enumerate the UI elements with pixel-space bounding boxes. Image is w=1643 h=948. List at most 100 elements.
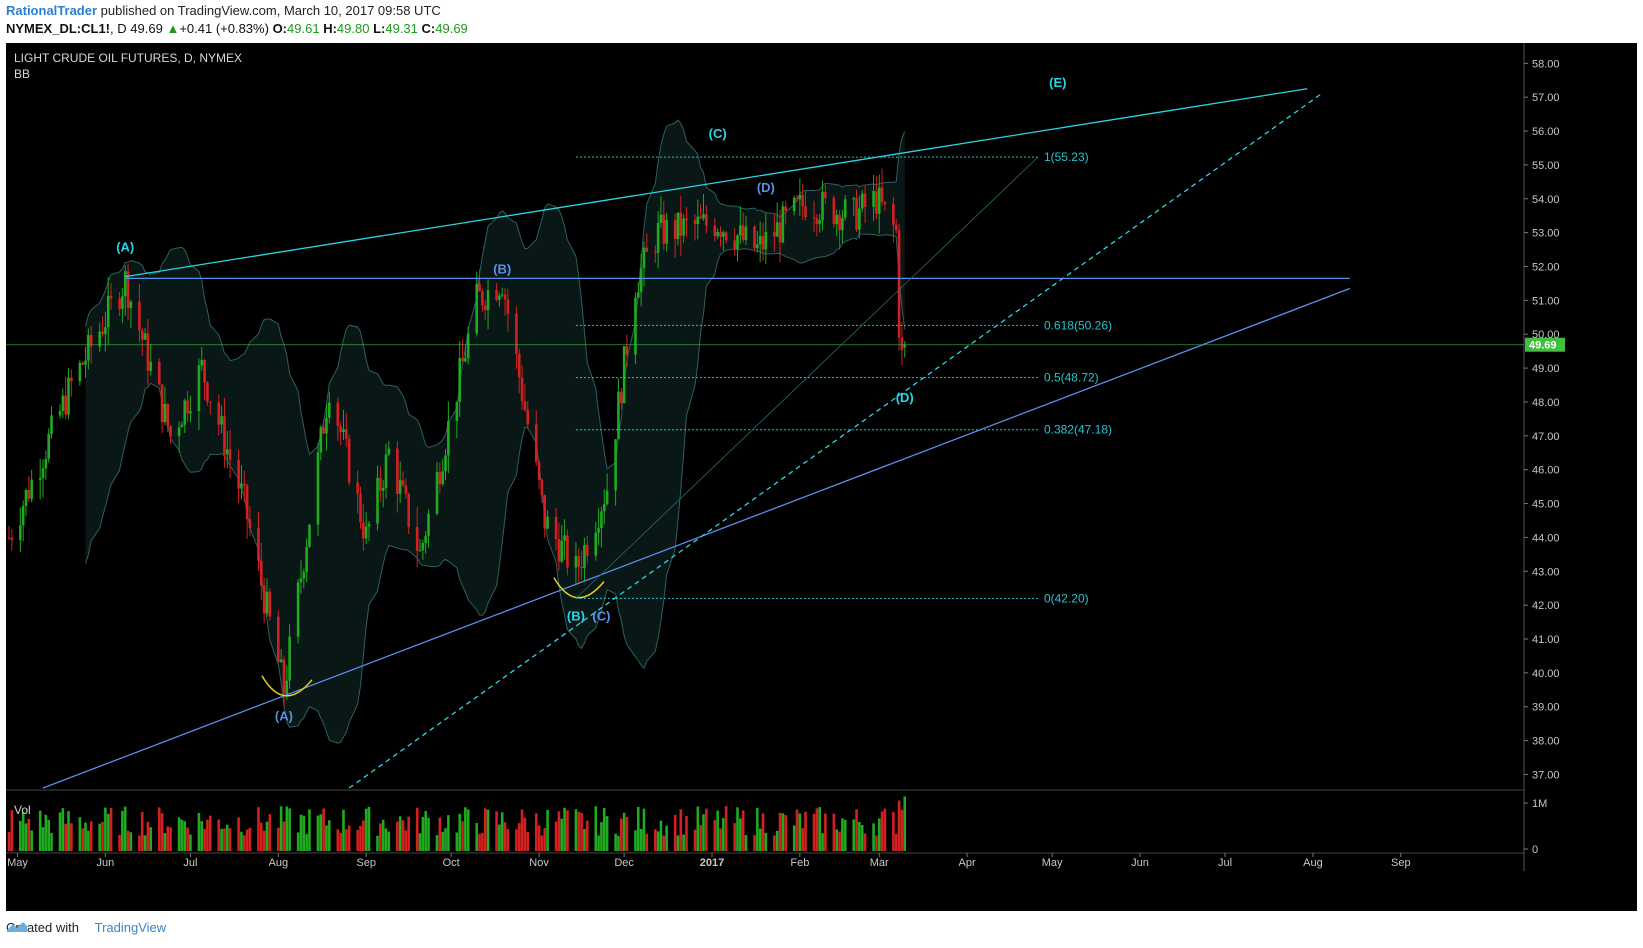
volume-bar — [537, 825, 541, 851]
candle — [693, 220, 697, 225]
volume-bar — [843, 819, 847, 851]
volume-bar — [614, 833, 617, 851]
low-value: 49.31 — [385, 21, 418, 36]
trendline-lower[interactable] — [42, 287, 1351, 789]
candle — [421, 543, 425, 551]
close-value: 49.69 — [435, 21, 468, 36]
candle — [461, 358, 464, 362]
volume-bar — [242, 835, 246, 851]
volume-bar — [722, 818, 725, 851]
candle — [764, 231, 768, 250]
candle — [169, 426, 172, 437]
volume-bar — [240, 831, 243, 851]
candle — [900, 337, 904, 351]
candle — [557, 539, 561, 562]
up-arrow-icon: ▲ — [166, 21, 180, 36]
volume-bar — [50, 832, 53, 851]
volume-bar — [506, 829, 510, 851]
volume-bar — [676, 835, 680, 851]
candle — [398, 480, 402, 494]
volume-bar — [30, 830, 33, 851]
volume-bar — [163, 833, 167, 851]
candle — [753, 226, 756, 249]
price-chart[interactable]: 49.69 1(55.23) 0.618(50.26) 0.5(48.72) 0.38… — [6, 43, 1637, 911]
candle — [387, 448, 391, 455]
volume-bar — [138, 835, 141, 851]
high-label: H: — [323, 21, 337, 36]
candle — [225, 449, 229, 455]
candle — [123, 271, 127, 297]
volume-bar — [387, 831, 391, 851]
x-tick-label: 2017 — [700, 857, 724, 869]
candle — [614, 439, 617, 491]
candle — [376, 477, 379, 524]
volume-bar — [673, 815, 677, 851]
volume-bar — [597, 835, 600, 851]
candle — [619, 391, 623, 403]
chart-area[interactable]: 49.69 1(55.23) 0.618(50.26) 0.5(48.72) 0.38… — [6, 43, 1637, 911]
trendline-upper[interactable] — [125, 88, 1308, 278]
volume-bar — [665, 825, 668, 851]
y-tick-label: 55.00 — [1532, 160, 1560, 172]
candle — [798, 194, 802, 200]
candle — [622, 346, 626, 403]
candle — [705, 214, 708, 226]
candle — [345, 429, 348, 439]
volume-bar — [347, 825, 351, 851]
candle — [617, 391, 620, 440]
candle — [875, 191, 878, 214]
volume-bar — [415, 807, 419, 851]
volume-bar — [359, 825, 362, 851]
volume-bar — [617, 835, 620, 851]
candle — [574, 556, 578, 568]
candle — [404, 485, 408, 494]
volume-bar — [81, 828, 84, 851]
candle — [84, 360, 87, 365]
interval: , D — [110, 21, 127, 36]
candle — [228, 449, 232, 460]
volume-bar — [84, 822, 87, 851]
candle — [594, 532, 598, 556]
candle — [656, 223, 660, 253]
candle — [498, 295, 501, 300]
candle — [744, 226, 748, 240]
x-tick-label: Jun — [97, 857, 115, 869]
candle — [319, 427, 323, 453]
volume-bar — [546, 809, 549, 851]
y-tick-label: 48.00 — [1532, 397, 1560, 409]
tradingview-link[interactable]: TradingView — [94, 920, 167, 935]
symbol[interactable]: NYMEX_DL:CL1! — [6, 21, 111, 36]
volume-bar — [486, 809, 490, 851]
candle — [220, 416, 223, 425]
author-link[interactable]: RationalTrader — [6, 3, 98, 18]
trendline-inner[interactable] — [348, 93, 1322, 789]
volume-bar — [316, 815, 320, 851]
volume-bar — [248, 827, 252, 851]
candle — [526, 409, 530, 425]
candle — [121, 296, 124, 309]
volume-bar — [883, 808, 887, 851]
candle — [642, 247, 646, 269]
candle — [140, 330, 144, 340]
volume-bar — [566, 810, 569, 851]
candle — [240, 483, 243, 489]
y-tick-label: 54.00 — [1532, 194, 1560, 206]
candle — [245, 485, 249, 520]
x-tick-label: Aug — [1303, 857, 1323, 869]
volume-bar — [166, 826, 170, 851]
x-tick-label: Jun — [1131, 857, 1149, 869]
volume-bar — [739, 818, 742, 851]
candle — [880, 187, 884, 202]
wave-label: (E) — [1049, 75, 1066, 90]
candle — [475, 283, 479, 334]
volume-bar — [577, 811, 581, 851]
candle — [415, 526, 419, 551]
candle — [500, 294, 504, 296]
volume-bar — [225, 824, 229, 851]
volume-bar — [379, 823, 382, 851]
candle — [832, 197, 836, 225]
candle — [364, 526, 368, 539]
candle — [217, 402, 221, 425]
candle — [665, 220, 668, 244]
volume-bar — [554, 821, 558, 851]
